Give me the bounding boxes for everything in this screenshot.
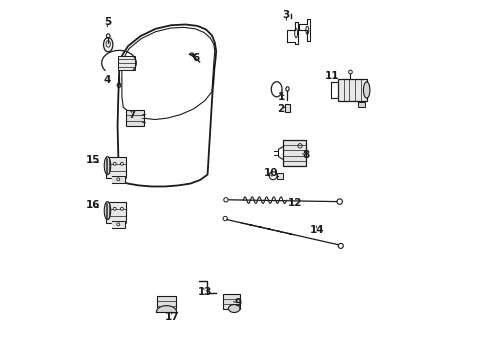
Ellipse shape bbox=[364, 82, 370, 98]
Ellipse shape bbox=[121, 162, 123, 165]
Text: 14: 14 bbox=[310, 225, 324, 235]
Bar bbox=[106, 202, 126, 223]
Text: 2: 2 bbox=[277, 104, 285, 114]
Text: 9: 9 bbox=[235, 298, 242, 308]
Polygon shape bbox=[112, 176, 125, 183]
Bar bbox=[126, 110, 144, 126]
Text: 11: 11 bbox=[325, 71, 340, 81]
Text: 5: 5 bbox=[104, 17, 111, 27]
Text: 12: 12 bbox=[288, 198, 302, 208]
Ellipse shape bbox=[117, 223, 120, 226]
Bar bbox=[157, 296, 176, 311]
Text: 13: 13 bbox=[197, 287, 212, 297]
Text: 17: 17 bbox=[165, 312, 180, 322]
Ellipse shape bbox=[104, 202, 111, 220]
Ellipse shape bbox=[104, 157, 111, 175]
Bar bbox=[277, 173, 283, 179]
Bar bbox=[106, 157, 126, 178]
Text: 3: 3 bbox=[283, 10, 290, 20]
Bar bbox=[222, 294, 240, 309]
Bar bbox=[358, 102, 365, 107]
Polygon shape bbox=[112, 221, 125, 228]
Ellipse shape bbox=[117, 178, 120, 181]
Text: 7: 7 bbox=[128, 110, 135, 120]
Text: 4: 4 bbox=[104, 75, 111, 85]
Text: 15: 15 bbox=[86, 155, 100, 165]
Text: 10: 10 bbox=[264, 168, 278, 178]
Text: 8: 8 bbox=[303, 150, 310, 160]
Text: 16: 16 bbox=[86, 200, 100, 210]
Bar bbox=[118, 56, 135, 70]
Ellipse shape bbox=[113, 207, 116, 210]
Text: 6: 6 bbox=[193, 53, 200, 63]
Polygon shape bbox=[156, 306, 176, 312]
Ellipse shape bbox=[113, 162, 116, 165]
Bar bbox=[285, 104, 291, 112]
Ellipse shape bbox=[103, 37, 113, 52]
Text: 1: 1 bbox=[277, 92, 285, 102]
Ellipse shape bbox=[121, 207, 123, 210]
Bar bbox=[338, 79, 367, 101]
Ellipse shape bbox=[228, 305, 240, 312]
Bar bbox=[283, 140, 306, 166]
